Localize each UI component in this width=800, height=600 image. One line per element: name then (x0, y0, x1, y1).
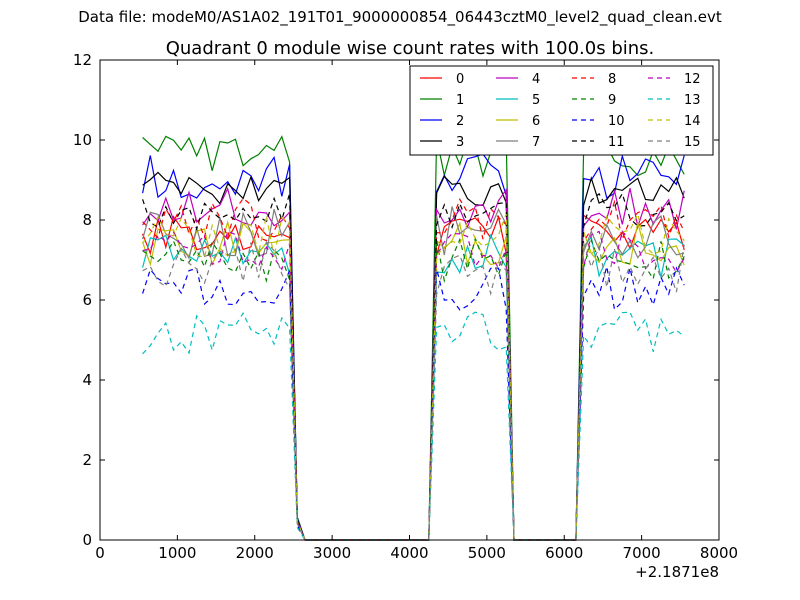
legend-label-11: 11 (608, 135, 625, 150)
legend-label-6: 6 (532, 114, 540, 129)
legend-label-15: 15 (684, 135, 701, 150)
series-line-12 (142, 230, 685, 541)
x-tick-label: 6000 (545, 544, 583, 562)
y-tick-label: 0 (82, 531, 92, 549)
legend-label-14: 14 (684, 114, 701, 129)
series-line-9 (142, 236, 685, 541)
legend-label-8: 8 (608, 72, 616, 87)
y-tick-label: 8 (82, 211, 92, 229)
legend-label-2: 2 (456, 114, 464, 129)
x-offset-label: +2.1871e8 (635, 563, 719, 581)
plot-lines (142, 135, 685, 541)
axis-ticks: 0 1000 2000 3000 4000 5000 6000 7000 80000246810… (73, 51, 738, 562)
legend-label-3: 3 (456, 135, 464, 150)
legend-label-13: 13 (684, 93, 701, 108)
series-line-2 (142, 153, 685, 541)
x-tick-label: 7000 (623, 544, 661, 562)
chart-title: Quadrant 0 module wise count rates with … (166, 38, 655, 59)
x-tick-label: 2000 (236, 544, 274, 562)
y-tick-label: 4 (82, 371, 92, 389)
series-line-14 (142, 212, 685, 541)
x-tick-label: 4000 (390, 544, 428, 562)
series-line-6 (142, 219, 685, 541)
y-tick-label: 2 (82, 451, 92, 469)
series-line-13 (142, 311, 685, 541)
x-tick-label: 1000 (158, 544, 196, 562)
legend-label-1: 1 (456, 93, 464, 108)
legend-label-0: 0 (456, 72, 464, 87)
series-line-10 (142, 266, 685, 541)
series-line-15 (142, 240, 685, 541)
y-tick-label: 12 (73, 51, 92, 69)
legend-label-7: 7 (532, 135, 540, 150)
x-tick-label: 8000 (700, 544, 738, 562)
x-tick-label: 5000 (468, 544, 506, 562)
legend-label-9: 9 (608, 93, 616, 108)
legend-label-5: 5 (532, 93, 540, 108)
legend-box (409, 65, 714, 156)
x-tick-label: 3000 (313, 544, 351, 562)
legend-label-12: 12 (684, 72, 701, 87)
legend-label-10: 10 (608, 114, 625, 129)
data-file-header: Data file: modeM0/AS1A02_191T01_90000008… (78, 8, 722, 26)
series-line-8 (142, 197, 685, 541)
y-tick-label: 6 (82, 291, 92, 309)
legend-label-4: 4 (532, 72, 540, 87)
x-tick-label: 0 (95, 544, 105, 562)
y-tick-label: 10 (73, 131, 92, 149)
series-line-4 (142, 186, 685, 541)
